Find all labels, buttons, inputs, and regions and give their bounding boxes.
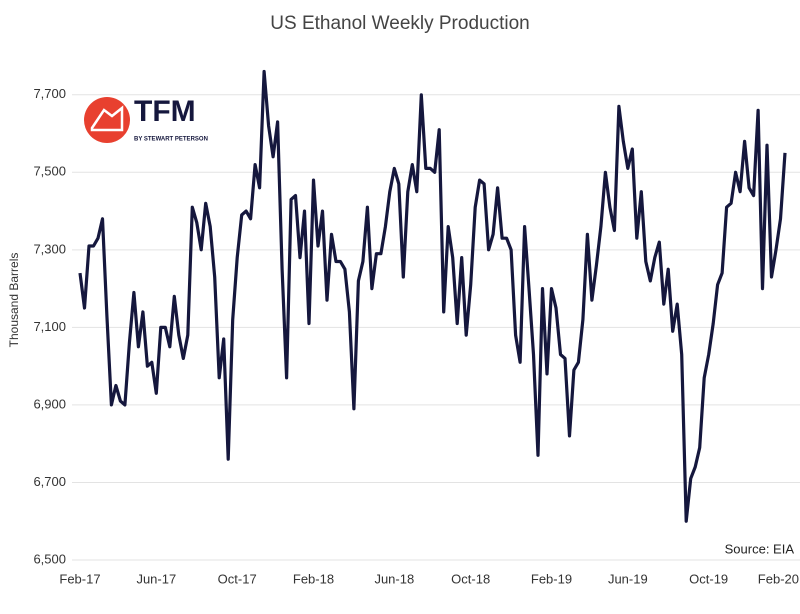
x-tick-label: Jun-18 <box>374 571 414 586</box>
x-tick-label: Oct-17 <box>218 571 257 586</box>
logo-icon <box>84 97 130 143</box>
x-tick-label: Jun-17 <box>136 571 176 586</box>
x-tick-label: Jun-19 <box>608 571 648 586</box>
logo-text: TFM <box>134 95 196 128</box>
y-tick-label: 7,700 <box>33 86 66 101</box>
y-tick-label: 7,500 <box>33 164 66 179</box>
logo: TFM BY STEWART PETERSON <box>84 95 208 143</box>
x-tick-label: Oct-18 <box>451 571 490 586</box>
y-tick-label: 7,300 <box>33 241 66 256</box>
y-tick-label: 7,100 <box>33 319 66 334</box>
y-tick-label: 6,500 <box>33 551 66 566</box>
x-tick-label: Feb-17 <box>59 571 100 586</box>
y-tick-label: 6,700 <box>33 474 66 489</box>
logo-subtext: BY STEWART PETERSON <box>134 137 208 143</box>
x-tick-label: Oct-19 <box>689 571 728 586</box>
chart-title: US Ethanol Weekly Production <box>270 13 529 34</box>
logo-glyph <box>90 105 124 132</box>
y-axis-label: Thousand Barrels <box>7 253 21 348</box>
data-line <box>78 69 787 523</box>
y-tick-label: 6,900 <box>33 396 66 411</box>
source-note: Source: EIA <box>725 541 795 556</box>
x-tick-label: Feb-19 <box>531 571 572 586</box>
x-tick-label: Feb-20 <box>758 571 799 586</box>
x-tick-label: Feb-18 <box>293 571 334 586</box>
